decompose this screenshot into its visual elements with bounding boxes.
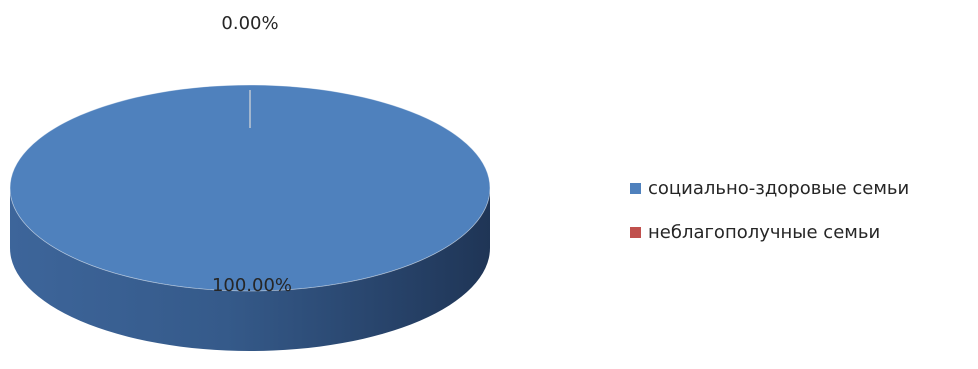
legend-item-healthy: социально-здоровые семьи: [630, 176, 909, 200]
pie-slice-healthy: [9, 84, 491, 292]
data-label-zero-slice: 0.00%: [221, 13, 278, 34]
data-label-main-slice: 100.00%: [212, 275, 292, 296]
legend-swatch-dysfunctional-icon: [630, 226, 641, 238]
legend-label-healthy: социально-здоровые семьи: [648, 177, 910, 199]
legend-swatch-healthy-icon: [630, 182, 641, 194]
legend-label-dysfunctional: неблагополучные семьи: [648, 221, 881, 243]
legend-item-dysfunctional: неблагополучные семьи: [630, 220, 909, 244]
pie-side-wall: [10, 188, 490, 351]
legend: социально-здоровые семьи неблагополучные…: [630, 176, 909, 264]
